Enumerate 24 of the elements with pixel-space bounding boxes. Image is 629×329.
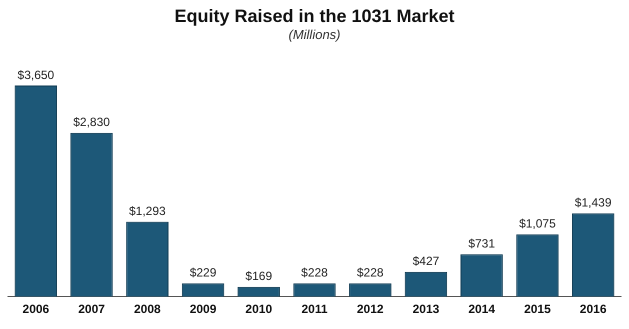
x-tick-label: 2006 [22,302,50,316]
data-label: $3,650 [18,68,55,82]
data-label: $228 [301,266,328,280]
x-tick-label: 2009 [190,302,217,316]
data-label: $169 [245,269,272,284]
x-tick-label: 2014 [468,302,496,316]
x-tick-label: 2015 [524,302,552,316]
data-label: $2,830 [73,115,110,130]
x-tick-label: 2012 [356,302,384,316]
x-tick-label: 2010 [245,302,272,316]
x-tick-label: 2016 [580,302,607,316]
x-tick-label: 2011 [301,302,328,316]
data-label: $229 [190,266,217,280]
data-label: $1,293 [128,204,166,218]
data-label: $228 [356,266,384,280]
x-tick-label: 2013 [412,302,440,316]
data-label: $1,075 [519,216,556,231]
data-label: $1,439 [574,196,612,210]
chart-title: Equity Raised in the 1031 Market [174,6,455,26]
data-label: $731 [468,236,496,251]
x-tick-label: 2008 [134,302,161,316]
x-tick-label: 2007 [78,302,106,316]
chart-subtitle: (Millions) [288,27,340,42]
data-label: $427 [412,254,440,268]
